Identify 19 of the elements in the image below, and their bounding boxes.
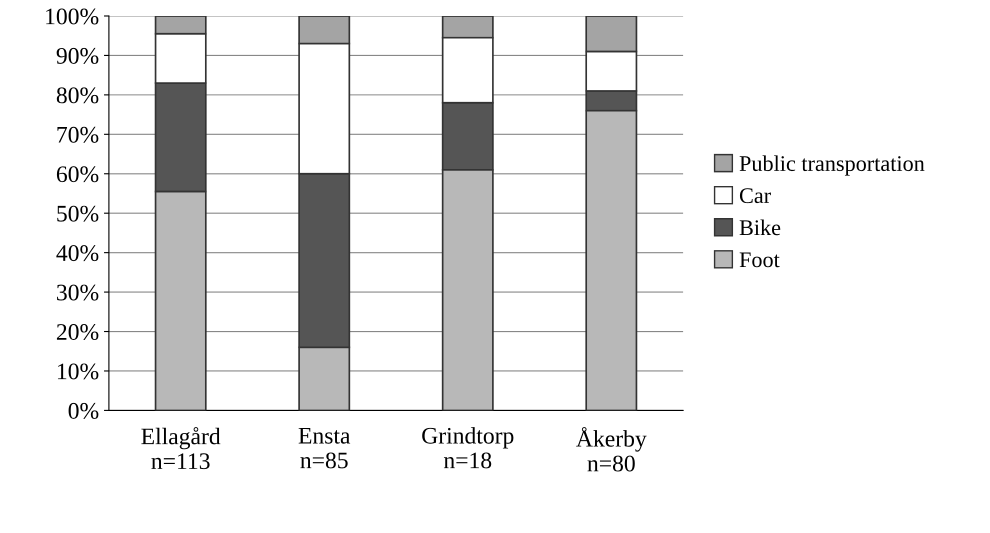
- y-tick-label: 10%: [58, 363, 98, 380]
- y-tick-label: 30%: [57, 284, 98, 301]
- y-tick-label: 70%: [57, 126, 98, 143]
- y-tick-label: 40%: [56, 245, 98, 262]
- y-tick-label: 90%: [56, 48, 98, 64]
- legend-label: Foot: [740, 252, 780, 268]
- x-tick-label: Ensta n=85: [298, 428, 350, 468]
- legend-label: Car: [740, 188, 771, 204]
- y-tick-label: 50%: [57, 206, 98, 222]
- legend-label: Public transportation: [740, 155, 924, 176]
- y-tick-label: 80%: [56, 87, 98, 104]
- legend-label: Bike: [740, 220, 780, 236]
- y-tick-label: 60%: [56, 166, 98, 182]
- x-tick-label: Grindtorp n=18: [422, 427, 514, 468]
- y-tick-label: 20%: [56, 324, 98, 340]
- x-tick-label: Åkerby n=80: [576, 427, 647, 472]
- x-tick-label: Ellagård n=113: [141, 427, 220, 470]
- y-tick-label: 100%: [46, 8, 98, 24]
- y-tick-label: 0%: [68, 402, 98, 419]
